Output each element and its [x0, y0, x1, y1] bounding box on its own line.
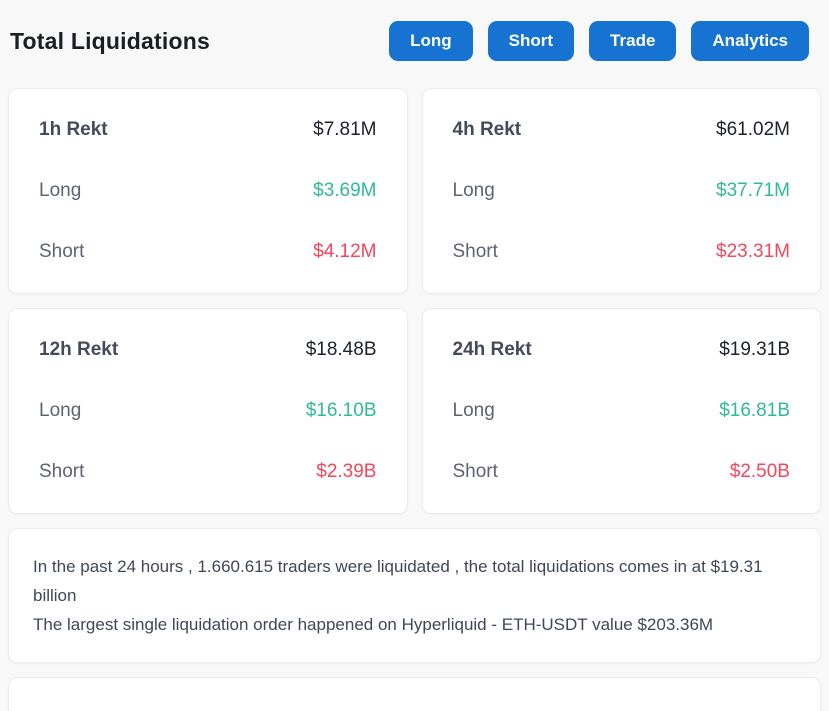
long-label: Long [452, 180, 495, 201]
period-label: 4h Rekt [452, 119, 522, 140]
analytics-button[interactable]: Analytics [691, 20, 809, 62]
liquidation-card-1h: 1h Rekt $7.81M Long $3.69M Short $4.12M [8, 88, 408, 294]
short-value: $23.31M [716, 241, 790, 262]
total-value: $19.31B [719, 339, 790, 360]
stat-cards-grid: 1h Rekt $7.81M Long $3.69M Short $4.12M … [8, 88, 821, 514]
summary-card: In the past 24 hours , 1.660.615 traders… [8, 528, 821, 663]
page-title: Total Liquidations [10, 27, 210, 54]
card-header-row: 12h Rekt $18.48B [39, 339, 377, 361]
short-label: Short [39, 241, 85, 262]
page-header: Total Liquidations Long Short Trade Anal… [8, 20, 821, 62]
summary-line-2: The largest single liquidation order hap… [33, 615, 714, 634]
filter-button-group: Long Short Trade Analytics [389, 20, 809, 62]
liquidations-page: Total Liquidations Long Short Trade Anal… [0, 20, 829, 711]
liquidation-card-4h: 4h Rekt $61.02M Long $37.71M Short $23.3… [421, 88, 821, 294]
total-value: $61.02M [716, 119, 790, 140]
long-row: Long $16.81B [453, 400, 791, 422]
long-value: $16.81B [719, 400, 790, 421]
long-row: Long $16.10B [39, 400, 377, 422]
short-value: $2.50B [729, 461, 790, 482]
total-value: $7.81M [313, 119, 377, 140]
period-label: 12h Rekt [39, 339, 119, 360]
long-row: Long $3.69M [39, 180, 377, 202]
next-section-card-partial [8, 677, 821, 711]
short-row: Short $2.50B [453, 461, 791, 483]
long-value: $37.71M [716, 180, 790, 201]
long-value: $3.69M [313, 180, 377, 201]
liquidation-card-12h: 12h Rekt $18.48B Long $16.10B Short $2.3… [8, 308, 408, 514]
summary-line-1: In the past 24 hours , 1.660.615 traders… [33, 557, 763, 605]
short-value: $4.12M [313, 241, 377, 262]
period-label: 24h Rekt [452, 339, 532, 360]
trade-button[interactable]: Trade [589, 20, 677, 62]
card-header-row: 4h Rekt $61.02M [453, 119, 791, 141]
short-row: Short $2.39B [39, 461, 377, 483]
short-filter-button[interactable]: Short [487, 20, 575, 62]
long-filter-button[interactable]: Long [389, 20, 473, 62]
card-header-row: 1h Rekt $7.81M [39, 119, 377, 141]
long-label: Long [39, 400, 82, 421]
short-row: Short $4.12M [39, 241, 377, 263]
short-label: Short [452, 461, 498, 482]
liquidation-card-24h: 24h Rekt $19.31B Long $16.81B Short $2.5… [421, 308, 821, 514]
long-label: Long [39, 180, 82, 201]
long-row: Long $37.71M [453, 180, 791, 202]
card-header-row: 24h Rekt $19.31B [453, 339, 791, 361]
total-value: $18.48B [305, 339, 377, 360]
short-label: Short [452, 241, 498, 262]
short-value: $2.39B [316, 461, 377, 482]
short-label: Short [39, 461, 85, 482]
long-label: Long [452, 400, 495, 421]
long-value: $16.10B [305, 400, 377, 421]
period-label: 1h Rekt [39, 119, 108, 140]
short-row: Short $23.31M [453, 241, 791, 263]
